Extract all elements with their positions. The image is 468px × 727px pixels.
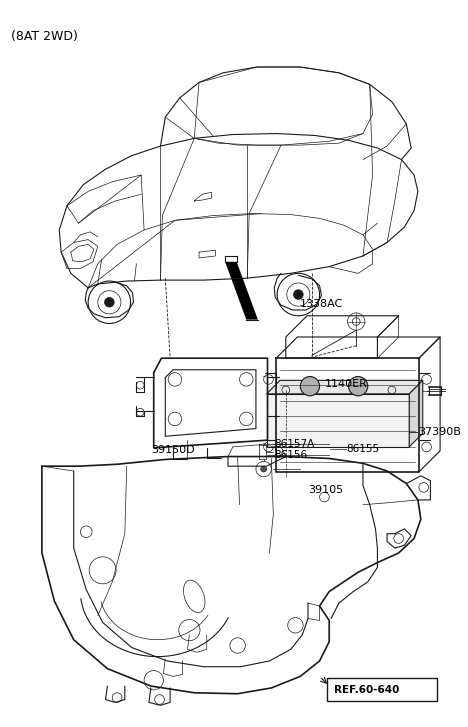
Text: 39150D: 39150D bbox=[151, 445, 195, 454]
Circle shape bbox=[349, 377, 368, 395]
FancyBboxPatch shape bbox=[327, 678, 437, 702]
Text: 1140ER: 1140ER bbox=[324, 379, 367, 389]
Text: 86155: 86155 bbox=[347, 443, 380, 454]
Text: 86157A: 86157A bbox=[274, 439, 314, 449]
Circle shape bbox=[293, 290, 303, 300]
Polygon shape bbox=[225, 262, 258, 320]
Text: REF.60-640: REF.60-640 bbox=[334, 685, 399, 695]
Text: 1338AC: 1338AC bbox=[300, 300, 344, 309]
Circle shape bbox=[104, 297, 114, 307]
Text: 39105: 39105 bbox=[308, 486, 343, 496]
Text: 86156: 86156 bbox=[274, 449, 307, 459]
Polygon shape bbox=[267, 394, 409, 447]
Circle shape bbox=[300, 377, 320, 395]
Text: 37390B: 37390B bbox=[418, 427, 461, 438]
Polygon shape bbox=[267, 380, 423, 394]
Text: (8AT 2WD): (8AT 2WD) bbox=[11, 31, 78, 44]
Polygon shape bbox=[409, 380, 423, 447]
Circle shape bbox=[261, 466, 267, 472]
